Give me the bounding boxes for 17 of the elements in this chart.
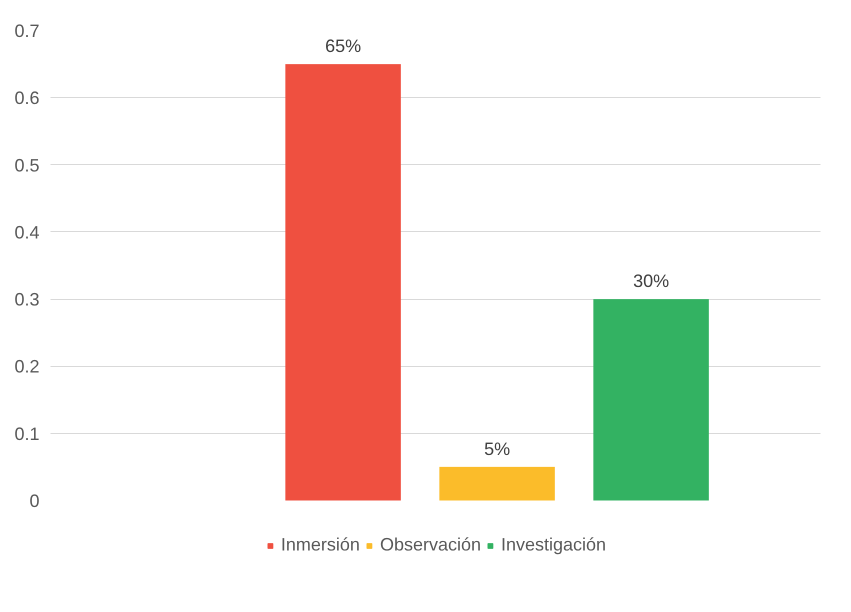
- data-label: 5%: [484, 438, 510, 459]
- legend-label: Observación: [380, 534, 482, 556]
- legend-label: Inmersión: [280, 534, 360, 556]
- y-tick-label: 0.4: [14, 222, 40, 242]
- y-tick-label: 0.5: [14, 155, 40, 176]
- bar: [285, 64, 401, 500]
- bar: [593, 299, 709, 500]
- y-tick-label: 0.2: [14, 356, 40, 377]
- bar: [439, 466, 555, 500]
- legend-label: Investigación: [501, 534, 606, 556]
- data-label: 30%: [633, 271, 670, 292]
- y-tick-label: 0: [29, 491, 40, 511]
- data-label: 65%: [325, 36, 362, 56]
- y-tick-label: 0.3: [14, 290, 40, 310]
- y-tick-label: 0.7: [14, 21, 40, 41]
- y-tick-label: 0.1: [14, 424, 40, 444]
- y-tick-label: 0.6: [14, 88, 40, 108]
